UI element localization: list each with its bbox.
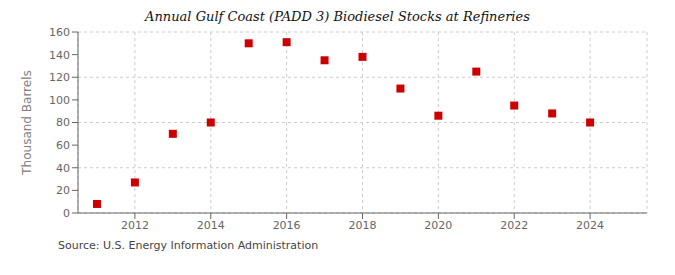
svg-text:Thousand Barrels: Thousand Barrels: [20, 70, 34, 175]
svg-text:2016: 2016: [273, 219, 301, 232]
svg-text:2020: 2020: [424, 219, 452, 232]
svg-text:20: 20: [56, 184, 70, 197]
html-text:Source: U.S. Energy Informatio: Source: U.S. Energy Information Administ…: [58, 239, 319, 252]
svg-text:40: 40: [56, 162, 70, 175]
svg-text:2018: 2018: [349, 219, 377, 232]
svg-text:160: 160: [49, 26, 70, 39]
svg-text:100: 100: [49, 94, 70, 107]
svg-text:80: 80: [56, 116, 70, 129]
svg-text:2024: 2024: [576, 219, 604, 232]
svg-text:60: 60: [56, 139, 70, 152]
svg-text:2022: 2022: [500, 219, 528, 232]
svg-text:140: 140: [49, 49, 70, 62]
svg-text:2012: 2012: [121, 219, 149, 232]
svg-text:120: 120: [49, 71, 70, 84]
svg-text:2014: 2014: [197, 219, 225, 232]
svg-text:0: 0: [63, 207, 70, 220]
html-text:Annual Gulf Coast (PADD 3) Bio: Annual Gulf Coast (PADD 3) Biodiesel Sto…: [145, 9, 530, 24]
